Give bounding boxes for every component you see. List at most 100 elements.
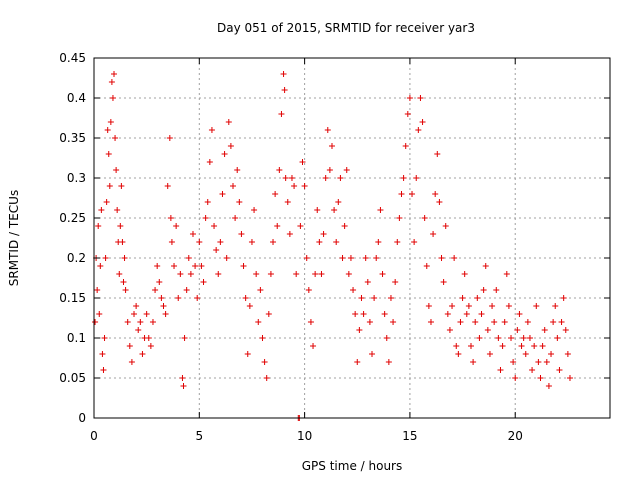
y-tick-label: 0.4 [67,91,86,105]
data-point [354,359,361,365]
data-point [472,319,479,325]
data-point [432,191,439,197]
data-point [281,87,288,93]
data-point [206,159,213,165]
data-point [101,335,108,341]
data-point [263,375,270,381]
data-point [514,327,521,333]
data-point [100,367,107,373]
data-point [406,95,413,101]
data-point [255,319,262,325]
data-point [366,319,373,325]
data-point [234,167,241,173]
data-point [242,295,249,301]
data-point [109,95,116,101]
data-point [147,343,154,349]
data-points [92,71,573,421]
data-point [103,199,110,205]
x-axis-label: GPS time / hours [302,459,403,473]
data-point [192,263,199,269]
data-point [341,223,348,229]
data-point [411,239,418,245]
data-point [419,119,426,125]
data-point [105,151,112,157]
data-point [497,367,504,373]
data-point [383,335,390,341]
data-point [364,279,371,285]
data-point [230,183,237,189]
data-point [516,311,523,317]
data-point [320,231,327,237]
data-point [524,319,531,325]
data-point [131,311,138,317]
data-point [106,183,113,189]
data-point [270,239,277,245]
data-point [187,271,194,277]
data-point [480,287,487,293]
data-point [128,359,135,365]
data-point [208,127,215,133]
data-point [518,343,525,349]
data-point [535,359,542,365]
data-point [400,175,407,181]
data-point [284,199,291,205]
data-point [486,351,493,357]
data-point [413,175,420,181]
data-point [152,287,159,293]
data-point [491,319,498,325]
data-point [394,239,401,245]
data-point [113,167,120,173]
data-point [97,263,104,269]
data-point [392,279,399,285]
data-point [139,351,146,357]
data-point [484,327,491,333]
data-point [482,263,489,269]
data-point [398,191,405,197]
data-point [324,127,331,133]
data-point [379,271,386,277]
data-point [121,255,128,261]
data-point [314,207,321,213]
data-point [430,231,437,237]
data-point [560,295,567,301]
y-tick-label: 0.35 [59,131,86,145]
data-point [541,327,548,333]
data-point [189,231,196,237]
data-point [104,127,111,133]
data-point [116,271,123,277]
data-point [154,263,161,269]
data-point [444,311,451,317]
data-point [510,359,517,365]
data-point [522,351,529,357]
data-point [217,239,224,245]
data-point [451,255,458,261]
data-point [291,183,298,189]
data-point [503,271,510,277]
data-point [377,207,384,213]
data-point [312,271,319,277]
data-point [409,191,416,197]
data-point [476,335,483,341]
data-point [358,295,365,301]
data-point [566,375,573,381]
data-point [415,127,422,133]
data-point [223,255,230,261]
data-point [293,271,300,277]
data-point [114,207,121,213]
data-point [461,271,468,277]
data-point [402,143,409,149]
data-point [449,303,456,309]
data-point [202,215,209,221]
data-point [171,263,178,269]
data-point [299,159,306,165]
data-point [371,295,378,301]
data-point [204,199,211,205]
data-point [526,335,533,341]
data-point [442,223,449,229]
data-point [335,199,342,205]
data-point [158,295,165,301]
data-point [508,335,515,341]
data-point [562,327,569,333]
y-tick-label: 0.25 [59,211,86,225]
data-point [387,295,394,301]
